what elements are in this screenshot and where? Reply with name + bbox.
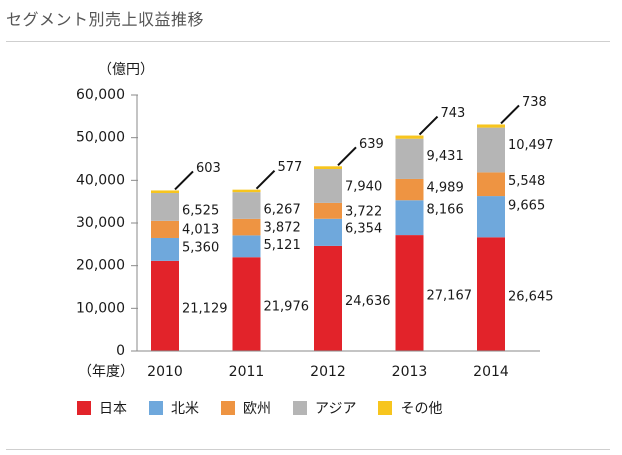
y-tick-label: 10,000 xyxy=(76,300,125,316)
data-label: 24,636 xyxy=(345,294,391,309)
x-tick-label: 2010 xyxy=(147,364,183,380)
bar-segment xyxy=(232,218,261,236)
data-label: 6,354 xyxy=(345,221,382,236)
data-label: 3,872 xyxy=(264,220,301,235)
x-tick-label: 2011 xyxy=(229,364,265,380)
bar-segment xyxy=(232,257,261,351)
bar-segment xyxy=(395,200,424,236)
legend-swatch-asia xyxy=(293,401,307,415)
leader-line xyxy=(500,104,520,125)
data-label: 9,665 xyxy=(508,199,545,214)
leader-line xyxy=(418,115,439,136)
bar-segment xyxy=(477,172,505,197)
bar-segment xyxy=(151,220,179,238)
x-tick-label: 2012 xyxy=(310,364,346,380)
legend-label-asia: アジア xyxy=(315,401,357,417)
legend-label-other: その他 xyxy=(400,401,443,417)
legend-swatch-north-america xyxy=(149,401,163,415)
leader-line xyxy=(255,169,276,190)
legend-item-asia: アジア xyxy=(293,398,356,418)
data-label: 5,121 xyxy=(264,238,301,253)
data-label: 10,497 xyxy=(508,138,554,153)
bar-segment xyxy=(151,237,179,261)
legend-swatch-other xyxy=(378,401,393,415)
bar-segment xyxy=(477,124,505,128)
x-tick-label: 2013 xyxy=(392,364,428,380)
data-label: 577 xyxy=(278,160,303,175)
data-label: 9,431 xyxy=(427,149,464,164)
divider-bottom xyxy=(6,449,610,450)
data-label: 6,267 xyxy=(264,203,301,218)
y-tick-label: 0 xyxy=(116,343,125,359)
bar-segment xyxy=(151,260,179,351)
data-label: 6,525 xyxy=(182,204,219,219)
bar-segment xyxy=(151,190,179,194)
bar-segment xyxy=(477,196,505,238)
data-label: 3,722 xyxy=(345,204,382,219)
data-label: 21,976 xyxy=(264,300,310,315)
legend-item-other: その他 xyxy=(378,398,442,418)
bar-segment xyxy=(314,169,342,203)
legend-item-north-america: 北米 xyxy=(149,398,199,418)
data-label: 4,989 xyxy=(427,180,464,195)
bar-segment xyxy=(232,192,261,219)
leader-line xyxy=(174,170,194,191)
bar-segment xyxy=(232,189,261,193)
y-tick-label: 20,000 xyxy=(76,258,125,274)
y-tick-label: 60,000 xyxy=(76,87,125,103)
y-tick-label: 50,000 xyxy=(76,130,125,146)
data-label: 21,129 xyxy=(182,301,228,316)
data-label: 603 xyxy=(196,161,221,176)
bar-segment xyxy=(314,202,342,219)
legend-swatch-europe xyxy=(221,401,235,415)
bar-segment xyxy=(314,166,342,170)
legend-item-europe: 欧州 xyxy=(221,398,271,418)
data-label: 743 xyxy=(441,106,466,121)
y-tick-label: 40,000 xyxy=(76,172,125,188)
divider-top xyxy=(6,41,610,42)
data-label: 5,548 xyxy=(508,174,545,189)
data-label: 26,645 xyxy=(508,290,554,305)
data-label: 8,166 xyxy=(427,203,464,218)
bar-segment xyxy=(232,235,261,258)
data-label: 4,013 xyxy=(182,222,219,237)
bar-segment xyxy=(395,235,424,351)
bar-segment xyxy=(314,245,342,351)
data-label: 27,167 xyxy=(427,289,473,304)
bar-segment xyxy=(395,178,424,201)
bar-segment xyxy=(395,135,424,139)
bar-segment xyxy=(314,218,342,246)
bar-segment xyxy=(151,193,179,221)
y-axis-label: （億円） xyxy=(98,62,154,78)
data-label: 738 xyxy=(522,95,547,110)
x-axis-label: （年度） xyxy=(78,364,134,380)
data-label: 5,360 xyxy=(182,240,219,255)
bar-segment xyxy=(477,237,505,351)
legend-label-japan: 日本 xyxy=(99,401,127,417)
chart-legend: 日本 北米 欧州 アジア その他 xyxy=(77,398,464,418)
leader-line xyxy=(337,146,357,166)
page-title: セグメント別売上収益推移 xyxy=(6,10,205,29)
legend-label-north-america: 北米 xyxy=(171,401,199,417)
data-label: 639 xyxy=(359,137,384,152)
x-tick-label: 2014 xyxy=(473,364,509,380)
bar-segment xyxy=(395,138,424,179)
data-label: 7,940 xyxy=(345,180,382,195)
legend-label-europe: 欧州 xyxy=(243,401,271,417)
bar-segment xyxy=(477,127,505,173)
y-tick-label: 30,000 xyxy=(76,215,125,231)
legend-item-japan: 日本 xyxy=(77,398,127,418)
legend-swatch-japan xyxy=(77,401,91,415)
